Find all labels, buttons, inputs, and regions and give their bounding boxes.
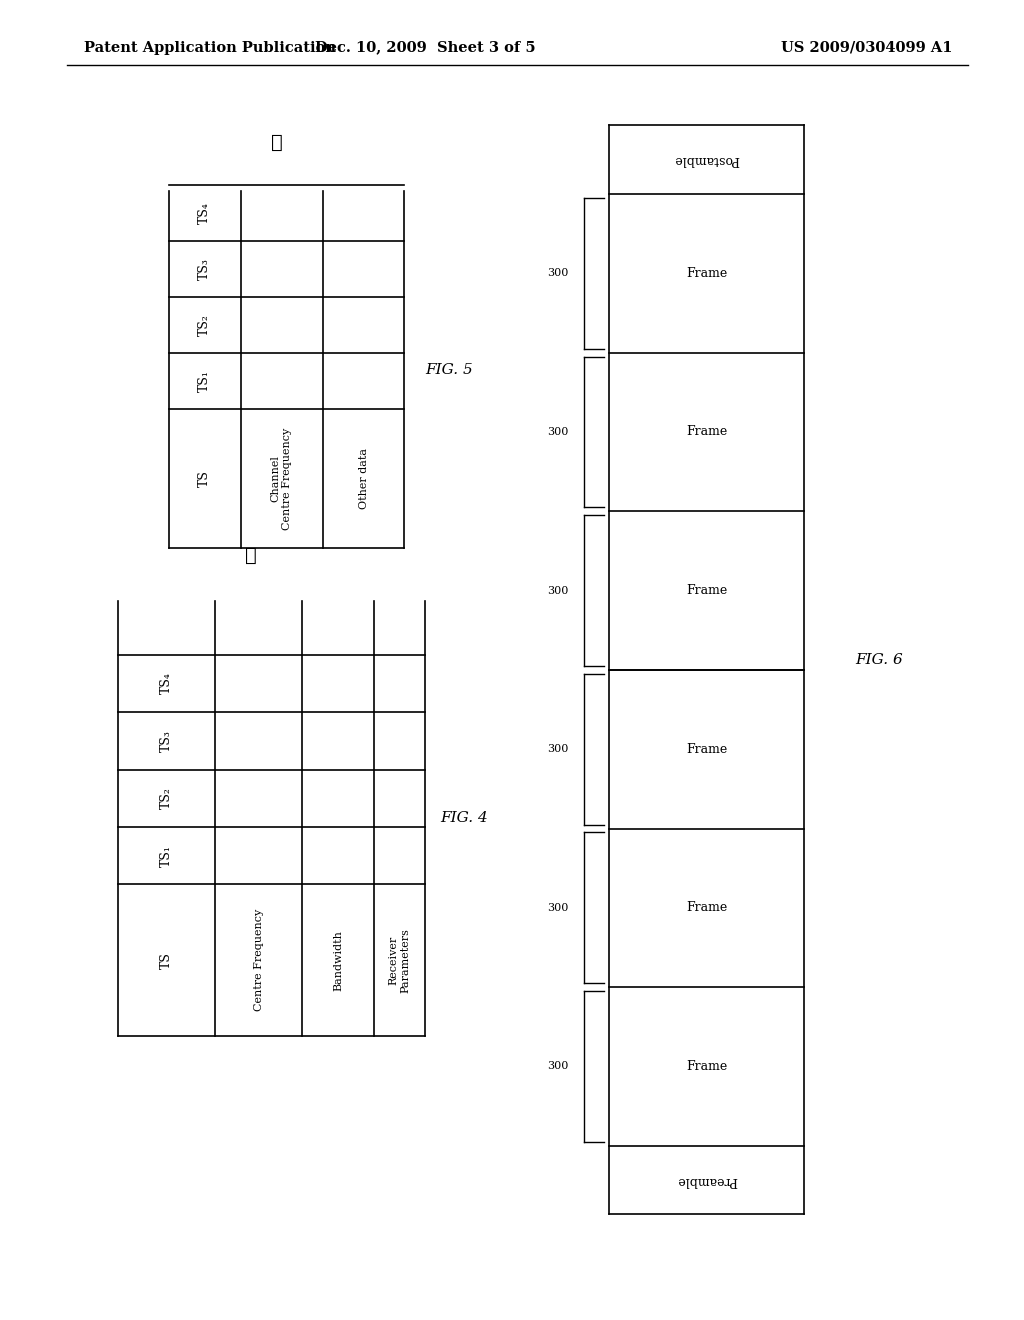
Text: FIG. 4: FIG. 4 — [440, 812, 488, 825]
Text: TS₃: TS₃ — [160, 730, 173, 752]
Text: 300: 300 — [547, 744, 568, 754]
Text: US 2009/0304099 A1: US 2009/0304099 A1 — [781, 41, 952, 54]
Text: TS: TS — [160, 952, 173, 969]
Text: TS₁: TS₁ — [160, 845, 173, 867]
Text: ⋮: ⋮ — [270, 133, 283, 152]
Text: Centre Frequency: Centre Frequency — [254, 909, 263, 1011]
Text: Frame: Frame — [686, 743, 727, 756]
Text: TS₁: TS₁ — [199, 370, 211, 392]
Text: TS₂: TS₂ — [199, 314, 211, 337]
Text: 300: 300 — [547, 1061, 568, 1072]
Text: Bandwidth: Bandwidth — [333, 929, 343, 991]
Text: Frame: Frame — [686, 1060, 727, 1073]
Text: Patent Application Publication: Patent Application Publication — [84, 41, 336, 54]
Text: Receiver
Parameters: Receiver Parameters — [388, 928, 411, 993]
Text: 300: 300 — [547, 426, 568, 437]
Text: TS₄: TS₄ — [160, 672, 173, 694]
Text: Channel
Centre Frequency: Channel Centre Frequency — [270, 428, 293, 529]
Text: Postamble: Postamble — [674, 153, 739, 166]
Text: TS₄: TS₄ — [199, 202, 211, 224]
Text: 300: 300 — [547, 268, 568, 279]
Text: FIG. 5: FIG. 5 — [425, 363, 473, 376]
Text: Frame: Frame — [686, 583, 727, 597]
Text: TS: TS — [199, 470, 211, 487]
Text: 300: 300 — [547, 586, 568, 595]
Text: 300: 300 — [547, 903, 568, 913]
Text: FIG. 6: FIG. 6 — [855, 653, 903, 667]
Text: Preamble: Preamble — [676, 1173, 737, 1187]
Text: TS₂: TS₂ — [160, 787, 173, 809]
Text: Other data: Other data — [358, 447, 369, 510]
Text: Dec. 10, 2009  Sheet 3 of 5: Dec. 10, 2009 Sheet 3 of 5 — [314, 41, 536, 54]
Text: ⋮: ⋮ — [245, 546, 257, 565]
Text: TS₃: TS₃ — [199, 257, 211, 280]
Text: Frame: Frame — [686, 267, 727, 280]
Text: Frame: Frame — [686, 425, 727, 438]
Text: Frame: Frame — [686, 902, 727, 915]
